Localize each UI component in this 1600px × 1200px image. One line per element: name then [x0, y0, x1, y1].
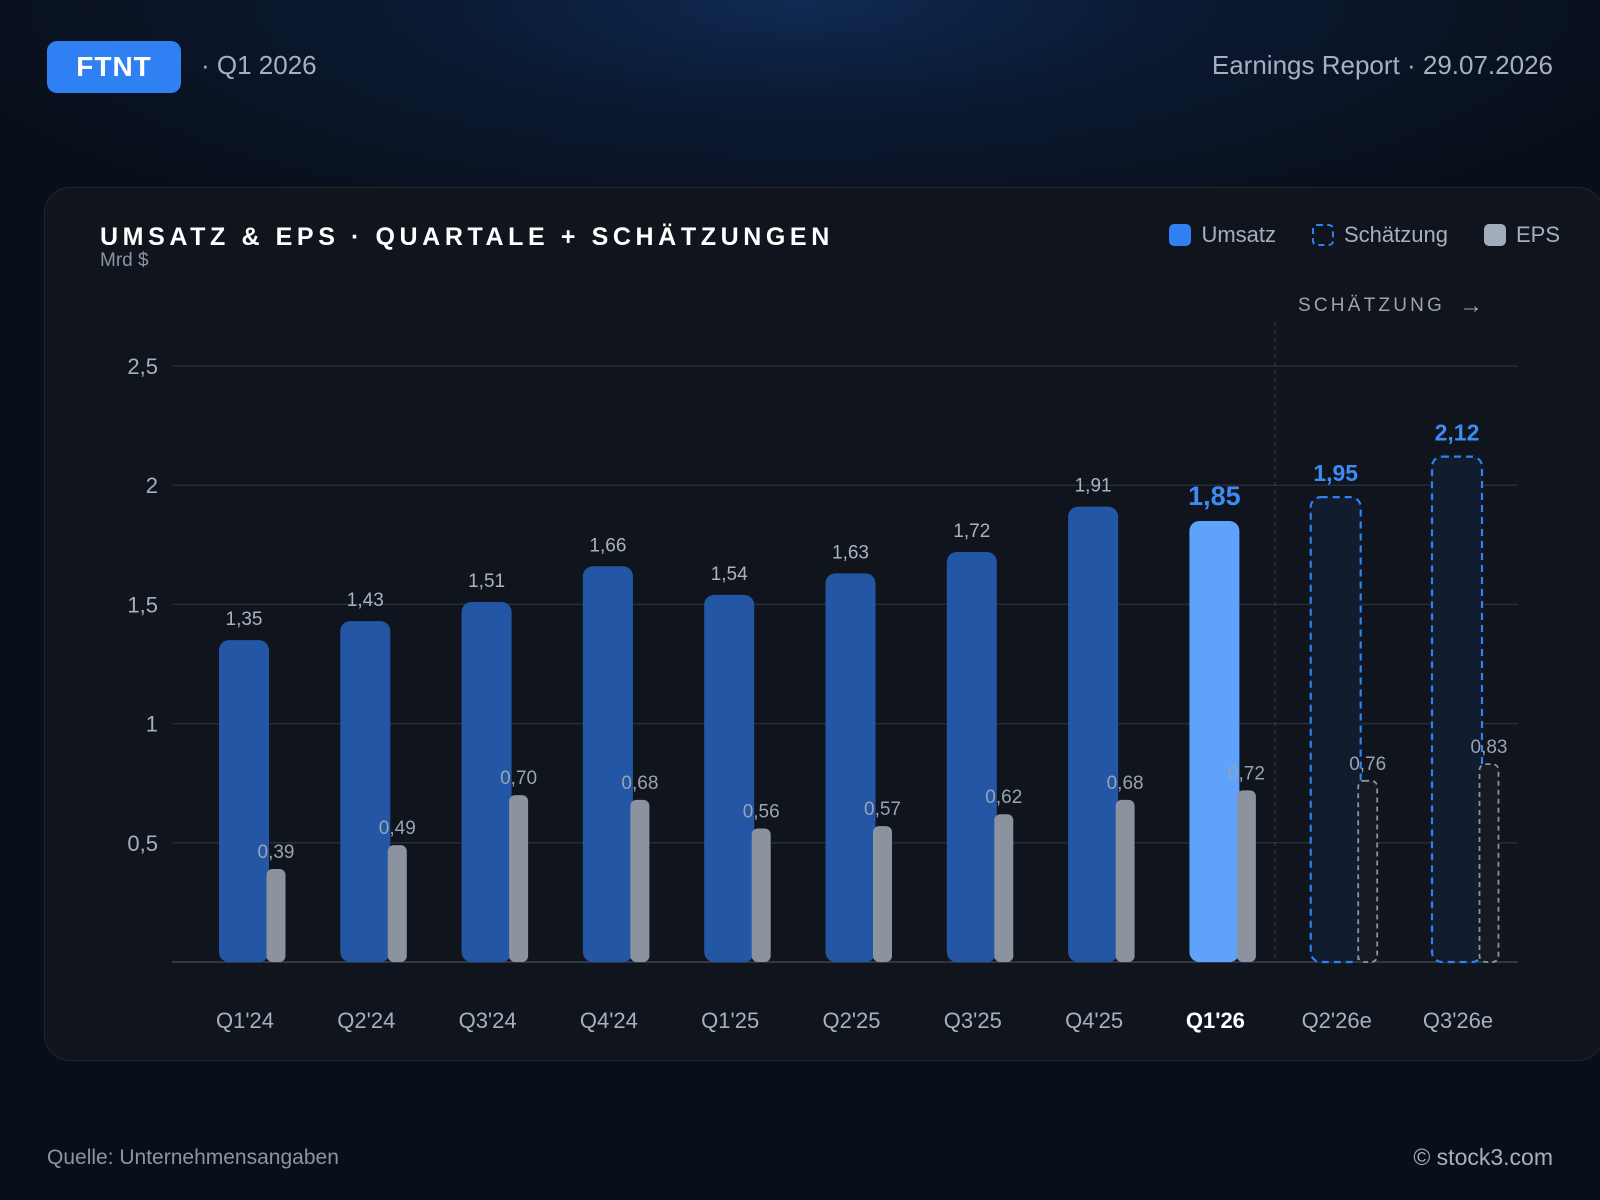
x-tick-label: Q3'26e: [1423, 1008, 1493, 1033]
estimate-marker-label: SCHÄTZUNG: [1298, 295, 1446, 316]
eps-value-label: 0,56: [743, 801, 780, 822]
revenue-bar: [461, 602, 512, 962]
eps-bar: [387, 845, 407, 962]
eps-bar: [1115, 799, 1135, 962]
x-tick-label: Q1'26: [1186, 1008, 1245, 1033]
eps-value-label: 0,83: [1471, 737, 1508, 758]
eps-value-label: 0,76: [1349, 754, 1386, 775]
chart-title: UMSATZ & EPS · QUARTALE + SCHÄTZUNGEN: [100, 223, 834, 251]
eps-bar: [873, 826, 892, 962]
revenue-value-label: 1,91: [1075, 476, 1112, 497]
x-tick-label: Q4'25: [1065, 1008, 1123, 1033]
revenue-value-label: 1,72: [953, 521, 990, 542]
revenue-bar: [946, 551, 997, 962]
eps-value-label: 0,70: [500, 768, 537, 789]
legend-item-revenue: Umsatz: [1169, 222, 1276, 248]
x-tick-label: Q4'24: [580, 1008, 638, 1033]
revenue-bar-estimate: [1309, 496, 1362, 964]
eps-bar: [994, 814, 1014, 962]
legend-item-estimate: Schätzung: [1312, 222, 1448, 248]
x-tick-label: Q3'25: [944, 1008, 1002, 1033]
x-tick-label: Q1'24: [216, 1008, 274, 1033]
revenue-bar: [825, 573, 876, 962]
y-tick-label: 1: [146, 712, 158, 737]
x-tick-label: Q1'25: [701, 1008, 759, 1033]
eps-value-label: 0,62: [985, 787, 1022, 808]
legend-label-eps: EPS: [1515, 222, 1560, 247]
estimate-marker: SCHÄTZUNG →: [1298, 292, 1483, 320]
eps-value-label: 0,72: [1228, 763, 1265, 784]
x-tick-label: Q2'25: [822, 1008, 880, 1033]
x-tick-label: Q2'24: [337, 1008, 395, 1033]
legend-swatch-revenue: [1169, 224, 1192, 246]
revenue-value-label: 1,35: [226, 609, 263, 630]
eps-value-label: 0,39: [258, 842, 295, 863]
revenue-value-label: 1,51: [468, 571, 505, 592]
revenue-bar: [1189, 520, 1240, 962]
eps-value-label: 0,57: [864, 799, 901, 820]
revenue-value-label: 1,66: [589, 535, 626, 556]
eps-bar: [509, 795, 529, 962]
eps-value-label: 0,68: [621, 773, 658, 794]
revenue-value-label: 1,85: [1188, 481, 1241, 511]
eps-bar-estimate: [1478, 763, 1500, 963]
x-tick-label: Q3'24: [459, 1008, 517, 1033]
eps-bar: [751, 828, 771, 962]
copyright: © stock3.com: [1413, 1144, 1553, 1170]
source-note: Quelle: Unternehmensangaben: [47, 1146, 339, 1169]
revenue-value-label: 1,63: [832, 542, 869, 563]
y-tick-label: 1,5: [127, 592, 158, 617]
ticker-badge: FTNT: [47, 41, 181, 93]
eps-bar-estimate: [1357, 779, 1379, 963]
eps-value-label: 0,49: [379, 818, 416, 839]
y-tick-label: 2: [146, 473, 158, 498]
legend-item-eps: EPS: [1483, 222, 1560, 248]
revenue-value-label: 1,54: [711, 564, 748, 585]
legend-swatch-eps: [1483, 224, 1506, 246]
eps-bar: [630, 799, 650, 962]
revenue-value-label: 2,12: [1435, 420, 1480, 446]
y-tick-label: 2,5: [127, 354, 158, 379]
eps-value-label: 0,68: [1107, 773, 1144, 794]
chart-unit: Mrd $: [100, 250, 149, 271]
legend-swatch-estimate: [1312, 224, 1334, 246]
report-date: Earnings Report · 29.07.2026: [1211, 50, 1553, 80]
revenue-bar: [582, 566, 633, 962]
revenue-bar: [219, 640, 269, 962]
arrow-right-icon: →: [1459, 292, 1484, 319]
revenue-bar: [340, 621, 391, 962]
revenue-bar: [704, 594, 755, 962]
report-period: · Q1 2026: [201, 50, 317, 80]
eps-bar: [1236, 790, 1256, 962]
legend-label-revenue: Umsatz: [1201, 222, 1276, 247]
revenue-value-label: 1,43: [347, 590, 384, 611]
x-tick-label: Q2'26e: [1302, 1008, 1372, 1033]
y-tick-label: 0,5: [127, 831, 158, 856]
eps-bar: [266, 869, 286, 962]
revenue-value-label: 1,95: [1313, 460, 1358, 486]
legend-label-estimate: Schätzung: [1344, 222, 1448, 247]
revenue-bar-estimate: [1430, 455, 1484, 964]
chart-legend: Umsatz Schätzung EPS: [1133, 222, 1560, 248]
revenue-bar: [1068, 506, 1119, 962]
